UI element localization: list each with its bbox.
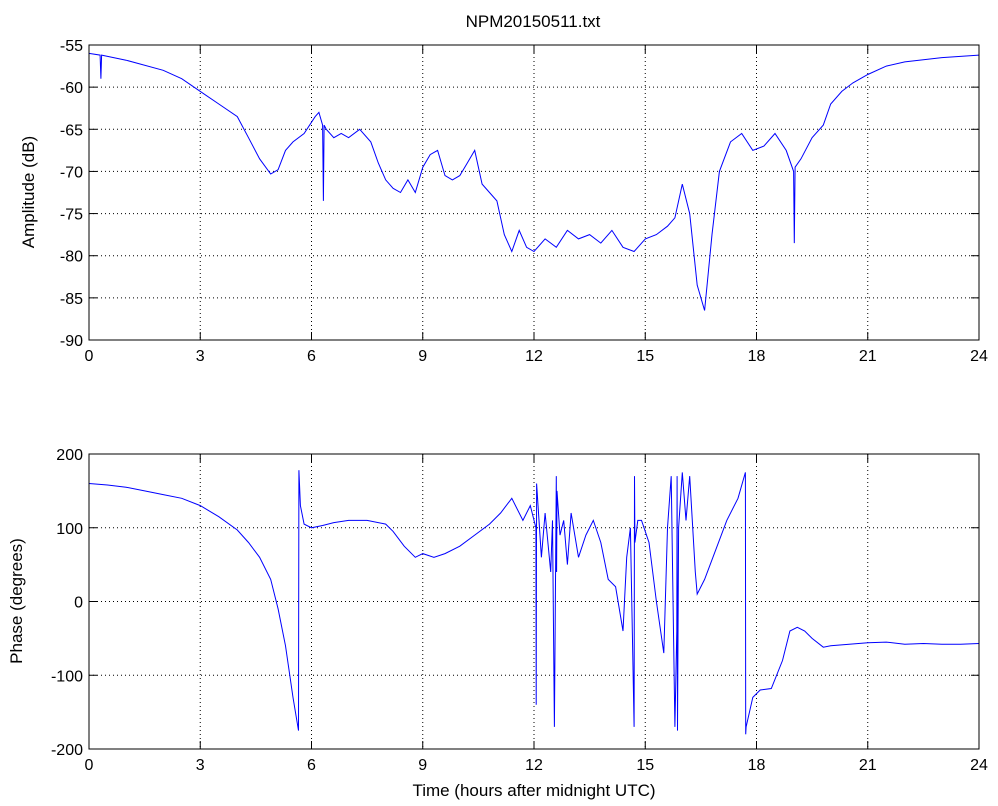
phase-ytick-label: 100 [56, 521, 83, 538]
amplitude-ytick-label: -65 [60, 122, 83, 139]
amplitude-ytick-label: -70 [60, 164, 83, 181]
amplitude-ytick-label: -60 [60, 80, 83, 97]
phase-ticks: 0 3 6 9 12 15 18 21 24 -200 -100 0 100 200 [51, 447, 988, 774]
phase-xtick-label: 18 [748, 757, 766, 774]
phase-ylabel: Phase (degrees) [7, 538, 26, 664]
phase-xtick-label: 9 [418, 757, 427, 774]
amplitude-ytick-label: -80 [60, 249, 83, 266]
amplitude-xtick-label: 9 [418, 348, 427, 365]
amplitude-axes: 0 3 6 9 12 15 18 21 24 -90 -85 -80 -75 -70 -65 -60 -55 A… [19, 38, 988, 365]
amplitude-xtick-label: 12 [525, 348, 543, 365]
amplitude-series-line [88, 52, 980, 311]
amplitude-grid [89, 45, 979, 340]
chart-title: NPM20150511.txt [466, 12, 601, 31]
phase-series-line [88, 470, 980, 735]
amplitude-ytick-label: -75 [60, 207, 83, 224]
phase-xtick-label: 0 [85, 757, 94, 774]
phase-ytick-label: -200 [51, 742, 83, 759]
amplitude-plot-area [89, 45, 979, 340]
phase-xtick-label: 24 [970, 757, 988, 774]
amplitude-xtick-label: 15 [636, 348, 654, 365]
phase-xtick-label: 12 [525, 757, 543, 774]
amplitude-ytick-label: -55 [60, 38, 83, 55]
amplitude-ylabel: Amplitude (dB) [19, 136, 38, 248]
amplitude-xtick-label: 3 [196, 348, 205, 365]
phase-ytick-label: -100 [51, 668, 83, 685]
phase-xtick-label: 21 [859, 757, 877, 774]
amplitude-xtick-label: 6 [307, 348, 316, 365]
phase-axes: 0 3 6 9 12 15 18 21 24 -200 -100 0 100 200 Phase (deg… [7, 447, 988, 800]
amplitude-xtick-label: 0 [85, 348, 94, 365]
phase-ytick-label: 200 [56, 447, 83, 464]
amplitude-xtick-label: 24 [970, 348, 988, 365]
phase-grid [89, 454, 979, 749]
phase-xtick-label: 6 [307, 757, 316, 774]
amplitude-ticks: 0 3 6 9 12 15 18 21 24 -90 -85 -80 -75 -70 -65 -60 -55 [60, 38, 988, 365]
phase-ytick-label: 0 [74, 595, 83, 612]
phase-xtick-label: 15 [636, 757, 654, 774]
amplitude-ytick-label: -90 [60, 333, 83, 350]
amplitude-xtick-label: 18 [748, 348, 766, 365]
amplitude-xtick-label: 21 [859, 348, 877, 365]
amplitude-ytick-label: -85 [60, 291, 83, 308]
phase-xlabel: Time (hours after midnight UTC) [412, 781, 655, 800]
phase-xtick-label: 3 [196, 757, 205, 774]
